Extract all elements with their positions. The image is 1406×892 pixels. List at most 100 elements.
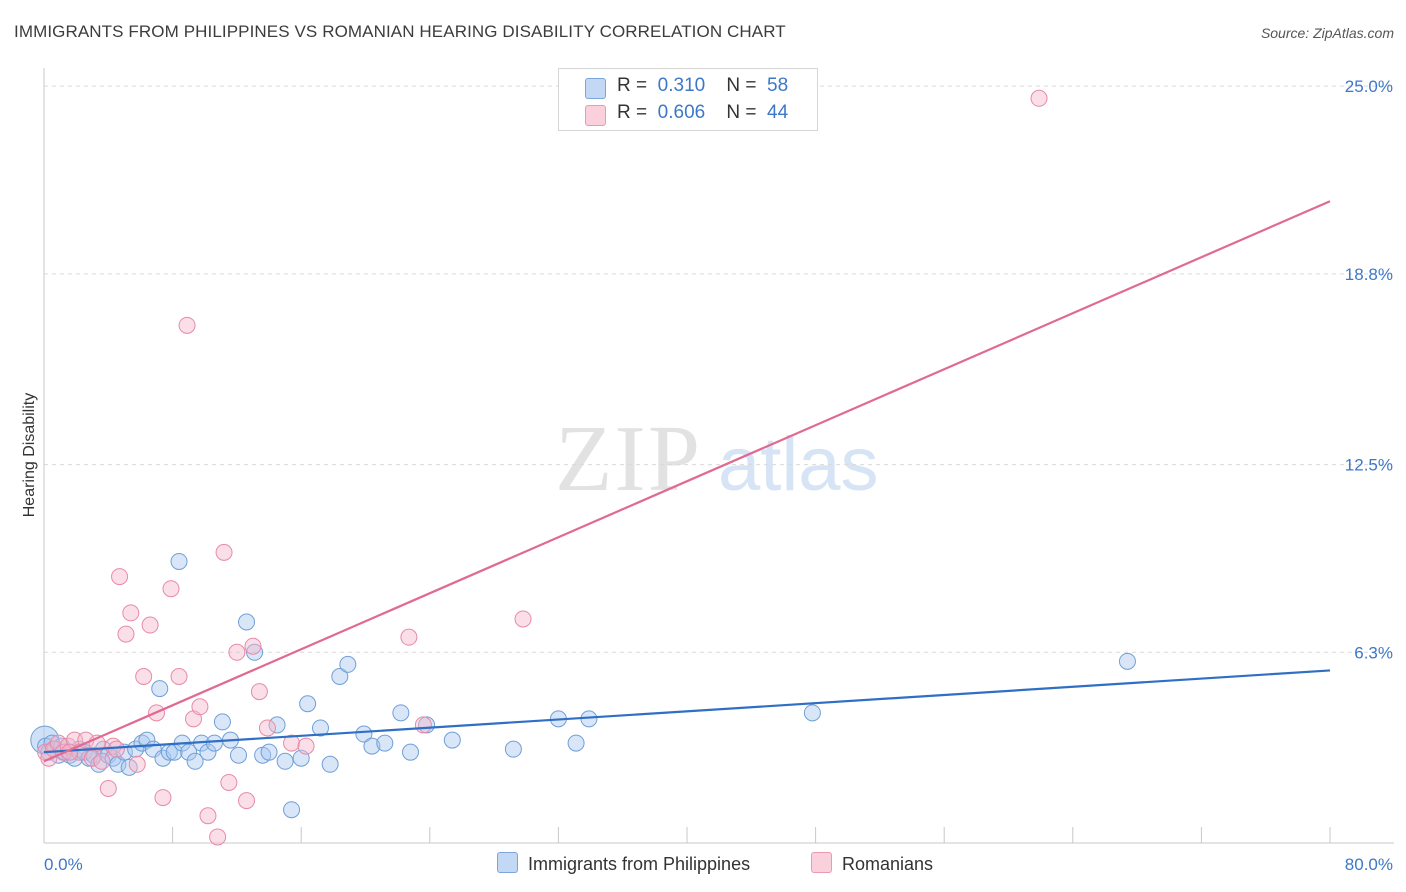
data-point-romanians: [141, 616, 159, 634]
data-point-philippines: [238, 613, 256, 631]
data-point-romanians: [107, 740, 125, 758]
watermark-zip: ZIP: [555, 407, 702, 511]
legend-item-romanians: Romanians: [811, 852, 933, 875]
data-point-romanians: [297, 737, 315, 755]
data-point-philippines: [321, 755, 339, 773]
data-point-philippines: [276, 752, 294, 770]
legend-label-romanians: Romanians: [842, 854, 934, 874]
r-value: 0.310: [657, 75, 706, 96]
data-point-philippines: [186, 752, 204, 770]
data-point-philippines: [443, 731, 461, 749]
y-tick-label: 12.5%: [1345, 456, 1393, 475]
watermark: ZIP atlas: [555, 407, 879, 511]
legend-swatch-blue: [497, 852, 518, 873]
r-label: R =: [617, 102, 648, 123]
data-point-romanians: [83, 749, 101, 767]
data-point-philippines: [311, 719, 329, 737]
y-tick-label: 18.8%: [1345, 265, 1393, 284]
data-point-romanians: [209, 828, 227, 846]
data-point-philippines: [355, 725, 373, 743]
data-point-philippines: [268, 716, 286, 734]
data-point-philippines: [363, 737, 381, 755]
legend-label-philippines: Immigrants from Philippines: [528, 854, 751, 874]
data-point-philippines: [283, 801, 301, 819]
data-point-romanians: [111, 568, 129, 586]
y-axis-label: Hearing Disability: [21, 393, 38, 518]
data-point-romanians: [228, 643, 246, 661]
data-point-romanians: [154, 789, 172, 807]
data-point-romanians: [250, 683, 268, 701]
data-point-philippines: [230, 746, 248, 764]
source-label: Source: ZipAtlas.com: [1260, 25, 1394, 41]
x-tick-label: 80.0%: [1345, 855, 1393, 874]
r-label: R =: [617, 75, 648, 96]
n-label: N =: [726, 102, 757, 123]
data-point-romanians: [128, 755, 146, 773]
data-point-philippines: [1118, 652, 1136, 670]
series-philippines-points: [30, 552, 1136, 819]
data-point-romanians: [135, 667, 153, 685]
y-tick-label: 6.3%: [1354, 643, 1393, 662]
data-point-romanians: [238, 792, 256, 810]
trend-lines: [43, 200, 1331, 763]
data-point-romanians: [215, 543, 233, 561]
data-point-philippines: [260, 743, 278, 761]
data-point-romanians: [117, 625, 135, 643]
data-point-romanians: [244, 637, 262, 655]
data-point-romanians: [162, 580, 180, 598]
data-point-romanians: [220, 773, 238, 791]
series-legend: Immigrants from Philippines Romanians: [0, 852, 1406, 878]
data-point-romanians: [258, 719, 276, 737]
data-point-philippines: [199, 743, 217, 761]
data-point-philippines: [567, 734, 585, 752]
data-point-philippines: [138, 731, 156, 749]
swatch-pink: [585, 105, 606, 126]
data-point-romanians: [199, 807, 217, 825]
trend-line-romanians: [43, 200, 1331, 763]
r-value: 0.606: [657, 102, 706, 123]
data-point-philippines: [246, 643, 264, 661]
data-point-philippines: [205, 734, 223, 752]
y-tick-label: 25.0%: [1345, 77, 1393, 96]
n-value: 58: [767, 75, 789, 96]
chart-title: IMMIGRANTS FROM PHILIPPINES VS ROMANIAN …: [14, 22, 786, 41]
series-romanians-points: [37, 89, 1048, 846]
data-point-philippines: [151, 680, 169, 698]
legend-swatch-pink: [811, 852, 832, 873]
data-point-philippines: [331, 667, 349, 685]
data-point-romanians: [1030, 89, 1048, 107]
data-point-romanians: [178, 316, 196, 334]
data-point-romanians: [99, 780, 117, 798]
data-point-philippines: [402, 743, 420, 761]
n-label: N =: [726, 75, 757, 96]
data-point-romanians: [191, 698, 209, 716]
data-point-romanians: [414, 716, 432, 734]
data-point-romanians: [514, 610, 532, 628]
data-point-romanians: [400, 628, 418, 646]
n-value: 44: [767, 102, 789, 123]
data-point-romanians: [93, 752, 111, 770]
data-point-philippines: [392, 704, 410, 722]
y-tick-labels: 6.3% 12.5% 18.8% 25.0%: [1345, 77, 1393, 662]
stats-legend: R = 0.310 N = 58 R = 0.606 N = 44: [558, 68, 818, 131]
x-tick-labels: 0.0% 80.0%: [44, 855, 1393, 874]
data-point-romanians: [170, 667, 188, 685]
gridlines: [44, 85, 1394, 653]
data-point-philippines: [504, 740, 522, 758]
data-point-romanians: [122, 604, 140, 622]
data-point-philippines: [213, 713, 231, 731]
data-point-philippines: [339, 655, 357, 673]
data-point-philippines: [180, 743, 198, 761]
swatch-blue: [585, 78, 606, 99]
x-tick-label: 0.0%: [44, 855, 83, 874]
data-point-philippines: [170, 552, 188, 570]
data-point-romanians: [104, 737, 122, 755]
trend-line-philippines: [43, 669, 1331, 754]
legend-item-philippines: Immigrants from Philippines: [497, 852, 750, 875]
data-point-philippines: [299, 695, 317, 713]
data-point-philippines: [376, 734, 394, 752]
axes: [43, 68, 1394, 844]
data-point-philippines: [803, 704, 821, 722]
data-point-romanians: [283, 734, 301, 752]
